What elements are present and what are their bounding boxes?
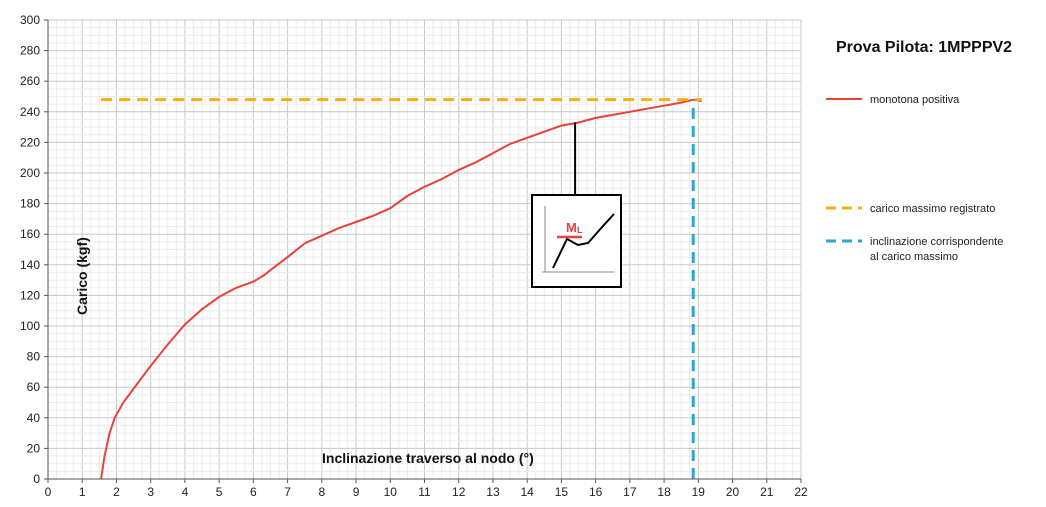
- x-tick-label: 21: [760, 485, 774, 499]
- y-axis-title: Carico (kgf): [74, 237, 90, 315]
- x-tick-label: 5: [216, 485, 223, 499]
- inset-curve: [552, 213, 615, 269]
- x-tick-label: 9: [353, 485, 360, 499]
- x-tick-label: 3: [147, 485, 154, 499]
- x-tick-label: 12: [452, 485, 466, 499]
- y-tick-label: 240: [20, 105, 40, 119]
- y-tick-label: 140: [20, 258, 40, 272]
- x-tick-label: 16: [589, 485, 603, 499]
- chart-title: Prova Pilota: 1MPPPV2: [836, 39, 1012, 56]
- x-tick-label: 19: [692, 485, 706, 499]
- legend: monotona positiva carico massimo registr…: [826, 94, 1003, 263]
- legend-label-inclinazione-line1: inclinazione corrispondente: [870, 236, 1003, 248]
- y-tick-label: 180: [20, 197, 40, 211]
- annotation-label: ML: [566, 220, 583, 235]
- y-tick-label: 80: [27, 350, 41, 364]
- y-tick-label: 280: [20, 44, 40, 58]
- x-tick-label: 2: [113, 485, 120, 499]
- y-tick-label: 0: [33, 472, 40, 486]
- x-tick-label: 7: [284, 485, 291, 499]
- legend-label-carico-massimo: carico massimo registrato: [870, 203, 995, 215]
- x-tick-label: 11: [418, 485, 431, 499]
- legend-label-monotona-positiva: monotona positiva: [870, 94, 960, 106]
- y-tick-label: 160: [20, 227, 40, 241]
- y-tick-label: 100: [20, 319, 40, 333]
- x-tick-label: 22: [794, 485, 808, 499]
- grid: [47, 19, 802, 480]
- y-tick-label: 260: [20, 74, 40, 88]
- x-tick-label: 6: [250, 485, 257, 499]
- x-tick-label: 20: [726, 485, 740, 499]
- y-tick-label: 20: [27, 441, 41, 455]
- y-tick-label: 200: [20, 166, 40, 180]
- x-tick-label: 0: [45, 485, 52, 499]
- x-tick-label: 14: [521, 485, 535, 499]
- x-axis-title: Inclinazione traverso al nodo (°): [322, 450, 534, 466]
- x-tick-label: 1: [79, 485, 86, 499]
- x-tick-label: 18: [657, 485, 671, 499]
- y-tick-label: 220: [20, 135, 40, 149]
- y-tick-label: 120: [20, 288, 40, 302]
- y-tick-label: 300: [20, 13, 40, 27]
- x-tick-label: 8: [318, 485, 325, 499]
- x-tick-label: 15: [555, 485, 569, 499]
- x-tick-label: 17: [623, 485, 637, 499]
- series-line-monotona-positiva: [100, 98, 702, 480]
- x-tick-label: 4: [182, 485, 189, 499]
- ml-annotation: ML: [531, 122, 622, 288]
- axes: 0 1 2 3 4 5 6 7 8 9 10 11 12 13 14 15 16 17 18 19 20 21 220204…: [20, 13, 808, 499]
- plot-series: [100, 98, 702, 480]
- x-tick-label: 13: [486, 485, 500, 499]
- x-tick-label: 10: [384, 485, 398, 499]
- legend-label-inclinazione-line2: al carico massimo: [870, 251, 958, 263]
- y-tick-label: 40: [27, 411, 41, 425]
- y-tick-label: 60: [27, 380, 41, 394]
